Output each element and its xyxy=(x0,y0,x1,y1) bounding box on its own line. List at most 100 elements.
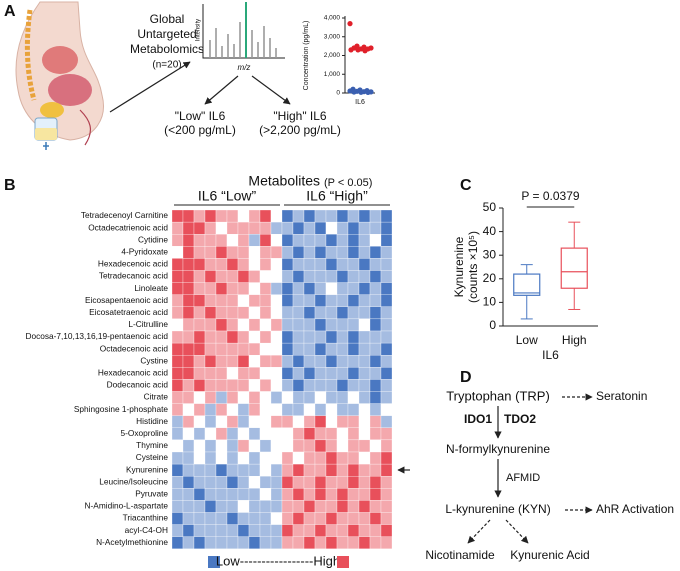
row-label: N-Amidino-L-aspartate xyxy=(85,501,169,511)
row-label: Leucine/Isoleucine xyxy=(99,476,168,486)
heatmap-cell xyxy=(259,318,272,332)
heatmap-cell xyxy=(226,367,239,380)
heatmap-cell xyxy=(193,330,206,344)
heatmap-cell xyxy=(314,500,327,513)
heatmap-cell xyxy=(314,367,327,380)
heatmap-cell xyxy=(259,294,272,307)
heatmap-cell xyxy=(292,258,305,271)
heatmap-cell xyxy=(347,439,360,453)
heatmap-cell xyxy=(193,258,206,271)
heatmap-cell xyxy=(336,209,349,223)
heatmap-cell xyxy=(336,221,349,235)
heatmap-cell xyxy=(292,306,305,320)
heatmap-cell xyxy=(204,500,217,513)
heatmap-cell xyxy=(226,476,239,489)
pathway-node: AhR Activation xyxy=(596,502,674,516)
heatmap-cell xyxy=(303,355,316,368)
heatmap-cell xyxy=(325,379,338,392)
arrow xyxy=(505,519,529,544)
heatmap-cell xyxy=(347,258,360,271)
heatmap-cell xyxy=(193,294,206,307)
x-tick-label: High xyxy=(562,333,587,347)
row-label: Hexadecenoic acid xyxy=(98,259,168,269)
heatmap-cell xyxy=(237,246,250,259)
heatmap-cell xyxy=(281,463,294,477)
heatmap-cell xyxy=(171,270,184,283)
heatmap-cell xyxy=(347,403,360,416)
heatmap-cell xyxy=(347,221,360,235)
heatmap-cell xyxy=(215,488,228,501)
heatmap-cell xyxy=(325,258,338,271)
heatmap-cell xyxy=(347,270,360,283)
heatmap-cell xyxy=(358,330,371,344)
heatmap-cell xyxy=(248,391,261,404)
heatmap-cell xyxy=(347,209,360,223)
heatmap-cell xyxy=(325,367,338,380)
heatmap-cell xyxy=(237,306,250,320)
heatmap-cell xyxy=(292,476,305,489)
heatmap-cell xyxy=(259,476,272,489)
heatmap-cell xyxy=(182,524,195,537)
heatmap-cell xyxy=(215,379,228,392)
heatmap-cell xyxy=(259,282,272,295)
heatmap-cell xyxy=(314,476,327,489)
heatmap-cell xyxy=(259,427,272,441)
heatmap-cell xyxy=(215,367,228,380)
heatmap-cell xyxy=(226,427,239,441)
heatmap-cell xyxy=(347,427,360,441)
heatmap-cell xyxy=(193,391,206,404)
heatmap-cell xyxy=(314,282,327,295)
heatmap-cell xyxy=(281,330,294,344)
heatmap-cell xyxy=(325,355,338,368)
row-label: Sphingosine 1-phosphate xyxy=(74,404,168,414)
pathway-node: L-kynurenine (KYN) xyxy=(445,502,550,516)
y-axis-title: (counts ×10⁵) xyxy=(466,231,480,303)
heatmap-cell xyxy=(193,209,206,223)
heatmap-cell xyxy=(270,379,283,392)
heatmap-cell xyxy=(237,221,250,235)
heatmap-cell xyxy=(171,342,184,356)
heatmap-cell xyxy=(380,524,393,537)
heatmap-cell xyxy=(215,246,228,259)
heatmap-cell xyxy=(226,209,239,223)
heatmap-cell xyxy=(259,355,272,368)
heatmap-cell xyxy=(281,209,294,223)
axis-label: m/z xyxy=(238,63,251,72)
heatmap-cell xyxy=(204,427,217,441)
heatmap-cell xyxy=(336,234,349,247)
pathway-node: Nicotinamide xyxy=(425,548,495,562)
row-label: Cysteine xyxy=(136,452,169,462)
heatmap-cell xyxy=(215,221,228,235)
heatmap-cell xyxy=(259,306,272,320)
heatmap-cell xyxy=(193,524,206,537)
heatmap-cell xyxy=(237,488,250,501)
heatmap-cell xyxy=(204,246,217,259)
heatmap-cell xyxy=(215,536,228,549)
heatmap-cell xyxy=(204,282,217,295)
heatmap-cell xyxy=(270,330,283,344)
heatmap-cell xyxy=(347,488,360,501)
heatmap-cell xyxy=(336,403,349,416)
heatmap-cell xyxy=(204,536,217,549)
heatmap-cell xyxy=(226,403,239,416)
heatmap-cell xyxy=(303,234,316,247)
heatmap-cell xyxy=(292,209,305,223)
heatmap-cell xyxy=(314,355,327,368)
heatmap-cell xyxy=(347,367,360,380)
heatmap-cell xyxy=(171,209,184,223)
heatmap-cell xyxy=(215,463,228,477)
heatmap-cell xyxy=(204,306,217,320)
heatmap-cell xyxy=(336,330,349,344)
row-label: L-Citrulline xyxy=(128,319,168,329)
heatmap-cell xyxy=(171,294,184,307)
heatmap-cell xyxy=(369,330,382,344)
heatmap-cell xyxy=(336,306,349,320)
heatmap-cell xyxy=(226,500,239,513)
heatmap-cell xyxy=(215,209,228,223)
heatmap-cell xyxy=(369,415,382,428)
heatmap-cell xyxy=(193,451,206,465)
heatmap-cell xyxy=(281,258,294,271)
heatmap-cell xyxy=(237,500,250,513)
heatmap-cell xyxy=(347,342,360,356)
heatmap-cell xyxy=(204,379,217,392)
